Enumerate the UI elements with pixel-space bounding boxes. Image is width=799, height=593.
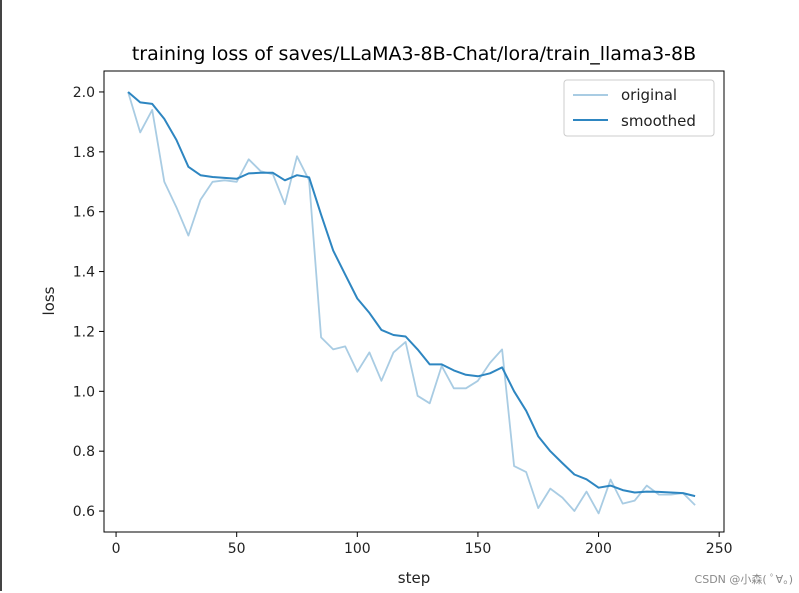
x-tick-label: 200 xyxy=(585,541,612,557)
y-tick-label: 1.2 xyxy=(73,324,95,340)
chart-title: training loss of saves/LLaMA3-8B-Chat/lo… xyxy=(132,43,696,65)
legend-label-original: original xyxy=(621,86,677,104)
x-tick-label: 250 xyxy=(706,541,733,557)
series-group xyxy=(127,91,696,515)
x-axis-label: step xyxy=(398,569,430,587)
y-axis-label: loss xyxy=(40,286,58,315)
x-tick-label: 0 xyxy=(112,541,121,557)
y-axis-ticks: 0.6 0.8 1.0 1.2 1.4 1.6 1.8 2.0 xyxy=(73,85,104,520)
y-tick-label: 0.6 xyxy=(73,504,95,520)
x-axis-ticks: 0 50 100 150 200 250 xyxy=(112,532,733,557)
x-tick-label: 50 xyxy=(228,541,246,557)
watermark-text: CSDN @小森( ﾟ∀。) xyxy=(694,573,793,586)
y-tick-label: 1.6 xyxy=(73,205,95,221)
y-tick-label: 1.0 xyxy=(73,384,95,400)
plot-area xyxy=(103,70,725,533)
y-tick-label: 1.4 xyxy=(73,265,95,281)
series-line-original xyxy=(127,91,696,515)
y-tick-label: 2.0 xyxy=(73,85,95,101)
legend: original smoothed xyxy=(563,79,715,137)
series-line-smoothed xyxy=(127,91,696,498)
x-tick-label: 150 xyxy=(465,541,492,557)
legend-label-smoothed: smoothed xyxy=(621,112,696,130)
y-tick-label: 0.8 xyxy=(73,444,95,460)
x-tick-label: 100 xyxy=(344,541,371,557)
y-tick-label: 1.8 xyxy=(73,145,95,161)
